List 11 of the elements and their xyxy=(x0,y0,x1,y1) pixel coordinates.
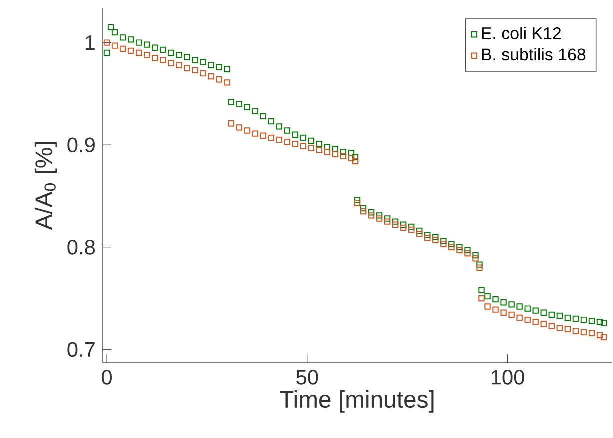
legend-label: B. subtilis 168 xyxy=(482,48,586,61)
x-tick-label: 0 xyxy=(102,370,112,385)
x-axis-title: Time [minutes] xyxy=(280,390,434,413)
y-tick-label: 0.9 xyxy=(68,138,95,153)
y-tick-label: 0.7 xyxy=(68,342,95,358)
y-tick-label: 1 xyxy=(86,36,95,50)
x-tick-label: 50 xyxy=(296,370,318,385)
legend-label: E. coli K12 xyxy=(482,27,562,40)
y-tick-label: 0.8 xyxy=(68,240,96,255)
x-tick-label: 100 xyxy=(492,370,524,385)
y-axis-title: A/A$_{0}$ [%] xyxy=(34,142,58,230)
